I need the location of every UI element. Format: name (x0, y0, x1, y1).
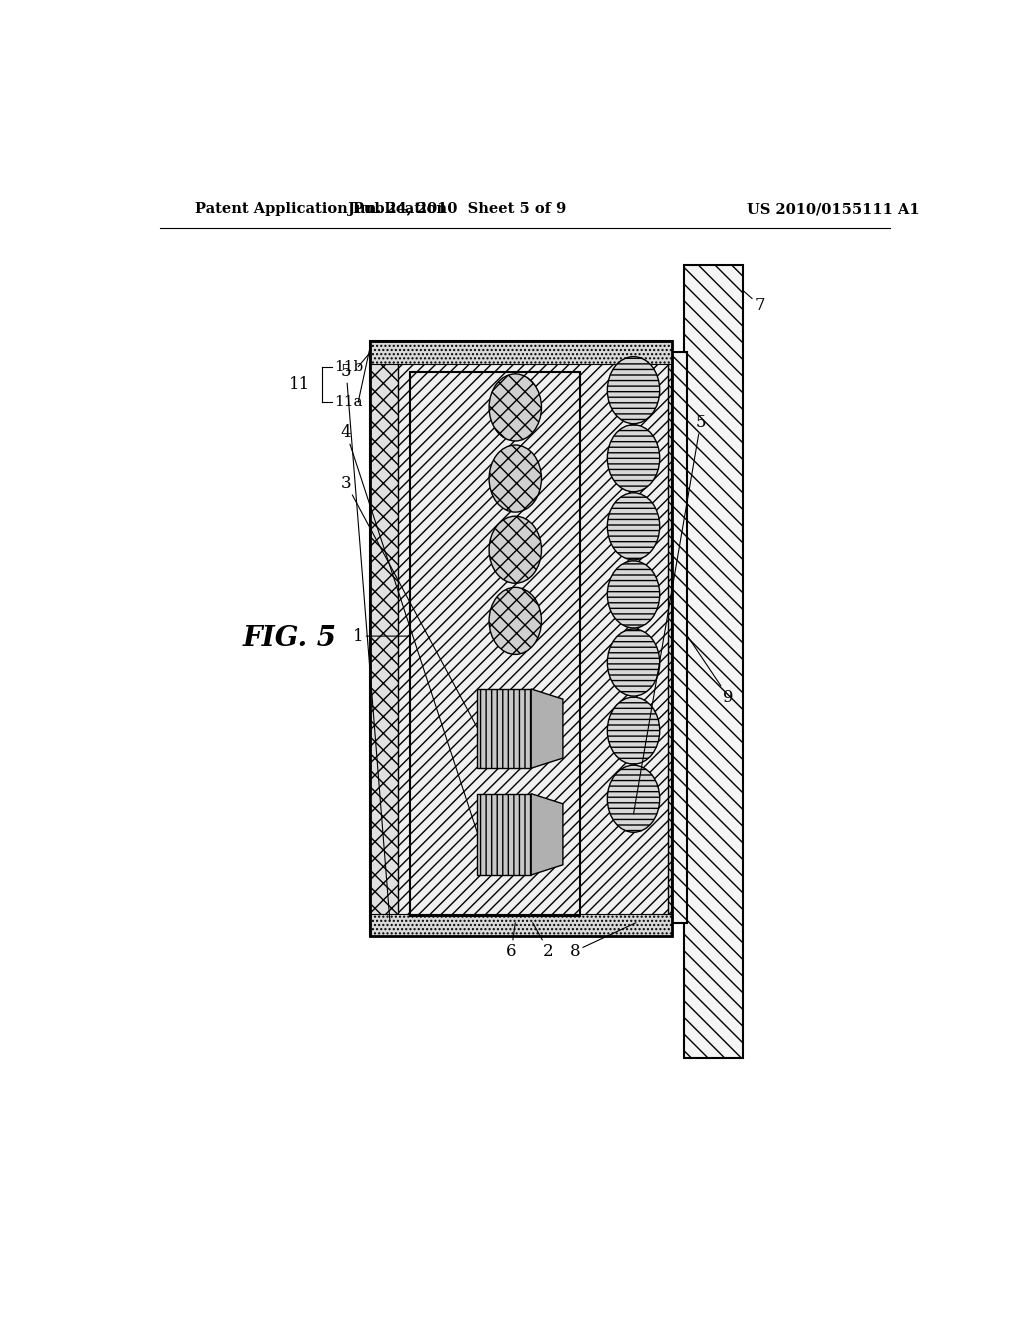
Text: 9: 9 (687, 636, 734, 706)
Circle shape (607, 697, 659, 764)
Text: 4: 4 (341, 424, 477, 833)
Text: 11a: 11a (334, 395, 362, 409)
Bar (370, 342, 672, 936)
Text: US 2010/0155111 A1: US 2010/0155111 A1 (748, 202, 920, 216)
Bar (370, 342, 672, 364)
Bar (370, 913, 672, 936)
Circle shape (607, 766, 659, 833)
Circle shape (607, 425, 659, 492)
Text: 2: 2 (532, 923, 554, 960)
Text: 5: 5 (634, 414, 706, 814)
Text: 7: 7 (743, 290, 766, 314)
Circle shape (489, 587, 542, 655)
Circle shape (607, 492, 659, 560)
Bar (397, 354, 668, 923)
Circle shape (607, 630, 659, 696)
Text: Jun. 24, 2010  Sheet 5 of 9: Jun. 24, 2010 Sheet 5 of 9 (348, 202, 566, 216)
Text: 8: 8 (569, 923, 636, 960)
Text: Patent Application Publication: Patent Application Publication (196, 202, 447, 216)
Polygon shape (531, 793, 563, 875)
Bar (477, 793, 531, 875)
Text: 6: 6 (506, 923, 516, 960)
Text: 1: 1 (353, 627, 410, 644)
Circle shape (607, 561, 659, 628)
Bar (477, 689, 531, 768)
Text: FIG. 5: FIG. 5 (243, 624, 337, 652)
Text: 11b: 11b (334, 360, 364, 374)
Bar (410, 372, 581, 916)
Text: 3: 3 (341, 475, 477, 727)
Polygon shape (531, 689, 563, 768)
Circle shape (489, 374, 542, 441)
Circle shape (489, 445, 542, 512)
Bar (684, 265, 743, 1057)
Circle shape (489, 516, 542, 583)
Text: 11: 11 (289, 376, 310, 392)
Text: 5: 5 (341, 363, 390, 921)
Bar (662, 351, 687, 923)
Bar (370, 342, 672, 936)
Circle shape (607, 356, 659, 424)
